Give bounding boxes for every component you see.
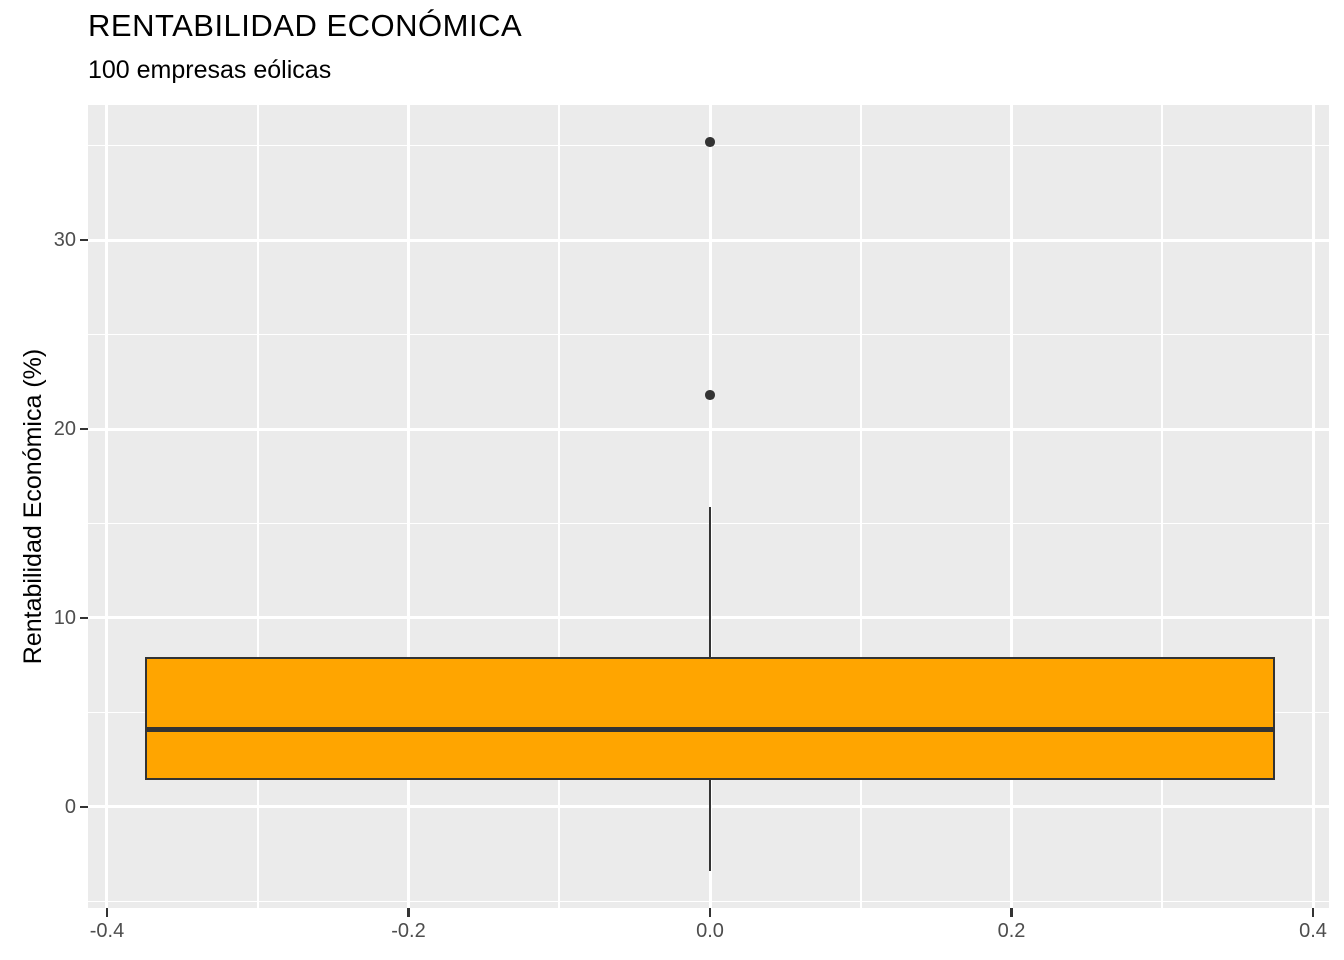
x-tick-mark: [1010, 908, 1013, 917]
lower-whisker-line: [708, 779, 712, 872]
x-tick-mark: [708, 908, 712, 917]
minor-gridline-x: [558, 105, 561, 908]
major-gridline-x: [407, 105, 410, 908]
x-tick-mark: [1311, 908, 1315, 917]
x-tick-label: -0.2: [391, 920, 426, 942]
x-tick-label: -0.4: [89, 920, 125, 942]
minor-gridline-x: [256, 105, 259, 908]
y-axis-title-wrap: Rentabilidad Económica (%): [10, 105, 58, 908]
major-gridline-x: [1010, 105, 1013, 908]
outlier-point: [705, 390, 715, 400]
minor-gridline-x: [1161, 105, 1164, 908]
major-gridline-x: [105, 105, 109, 908]
y-axis-title: Rentabilidad Económica (%): [19, 348, 48, 665]
plot-panel: [88, 105, 1329, 908]
x-tick-label: 0.0: [696, 920, 724, 942]
median-line: [144, 727, 1276, 732]
chart-title: RENTABILIDAD ECONÓMICA: [88, 8, 523, 43]
major-gridline-x: [1311, 105, 1315, 908]
minor-gridline-x: [859, 105, 862, 908]
x-tick-label: 0.2: [997, 920, 1026, 942]
x-tick-mark: [407, 908, 410, 917]
y-tick-mark: [79, 616, 88, 620]
y-tick-mark: [79, 805, 88, 809]
y-tick-mark: [79, 427, 88, 431]
upper-whisker-line: [708, 507, 712, 657]
chart-subtitle: 100 empresas eólicas: [88, 56, 332, 84]
x-tick-label: 0.4: [1299, 920, 1327, 942]
outlier-point: [705, 137, 715, 147]
x-tick-mark: [105, 908, 109, 917]
iqr-box: [144, 656, 1276, 780]
y-tick-mark: [79, 238, 88, 242]
major-gridline-x: [708, 105, 712, 908]
